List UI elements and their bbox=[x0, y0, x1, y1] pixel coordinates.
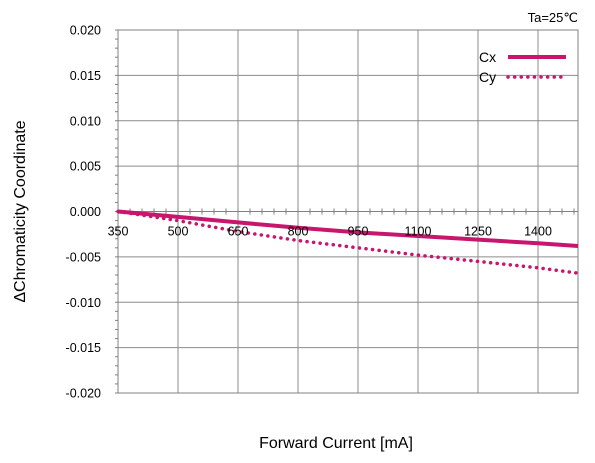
condition-label: Ta=25℃ bbox=[528, 10, 578, 25]
y-tick-label: -0.015 bbox=[66, 341, 101, 355]
legend-label-cx: Cx bbox=[479, 49, 496, 65]
x-tick-label: 1250 bbox=[464, 225, 492, 239]
x-tick-label: 650 bbox=[228, 225, 249, 239]
y-tick-label: -0.020 bbox=[66, 387, 101, 401]
x-tick-label: 500 bbox=[168, 225, 189, 239]
series-line-cy bbox=[116, 209, 580, 275]
y-tick-label: 0.015 bbox=[70, 69, 101, 83]
x-tick-labels: 350 500 650 800 950 1100 1250 1400 bbox=[108, 225, 552, 239]
y-tick-label: -0.005 bbox=[66, 250, 101, 264]
x-tick-label: 1100 bbox=[405, 225, 432, 239]
series-layer bbox=[116, 209, 580, 275]
legend-label-cy: Cy bbox=[479, 69, 496, 85]
y-axis-title: ΔChromaticity Coordinate bbox=[12, 120, 29, 302]
x-tick-label: 800 bbox=[288, 225, 309, 239]
y-tick-label: 0.005 bbox=[70, 160, 101, 174]
y-tick-label: 0.000 bbox=[70, 205, 101, 219]
x-tick-label: 950 bbox=[348, 225, 369, 239]
y-tick-label: 0.020 bbox=[70, 24, 101, 38]
legend: Cx Cy bbox=[479, 49, 568, 85]
x-tick-label: 350 bbox=[108, 225, 129, 239]
x-tick-label: 1400 bbox=[524, 225, 552, 239]
y-tick-label: 0.010 bbox=[70, 114, 101, 128]
series-line-cx bbox=[117, 209, 579, 248]
y-tick-label: -0.010 bbox=[66, 296, 101, 310]
x-axis-title: Forward Current [mA] bbox=[259, 435, 413, 452]
y-tick-labels: 0.020 0.015 0.010 0.005 0.000 -0.005 -0.010 -0.… bbox=[66, 24, 102, 401]
